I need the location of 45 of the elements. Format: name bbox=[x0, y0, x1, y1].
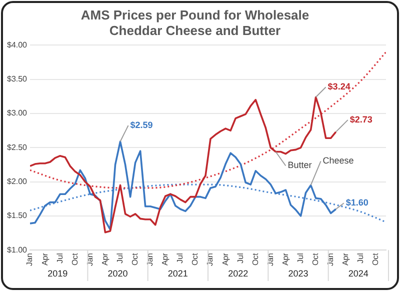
x-tick-label: Apr bbox=[220, 252, 230, 266]
text: 2022 bbox=[228, 268, 248, 278]
y-tick-label: $1.00 bbox=[6, 245, 28, 254]
x-tick-label: Jan bbox=[266, 253, 275, 266]
text: 2024 bbox=[348, 268, 368, 278]
y-tick-label: $4.00 bbox=[6, 40, 28, 50]
x-tick-label: Oct bbox=[130, 252, 140, 266]
x-tick-label: Apr bbox=[341, 252, 350, 266]
annotation: Butter bbox=[288, 160, 312, 170]
x-tick-label: Jan bbox=[326, 253, 336, 266]
annotation: $3.24 bbox=[328, 82, 350, 92]
x-tick-label: Jul bbox=[356, 252, 366, 264]
text: 2020 bbox=[108, 268, 128, 278]
x-tick-label: Apr bbox=[160, 252, 170, 266]
x-tick-label: Oct bbox=[70, 252, 80, 266]
x-tick-label: Apr bbox=[40, 252, 50, 266]
x-tick-label: Jul bbox=[176, 252, 185, 264]
y-tick-label: $3.00 bbox=[6, 108, 28, 118]
x-tick-label: Jul bbox=[115, 252, 124, 264]
y-tick-label: $3.50 bbox=[6, 74, 28, 84]
text: 2019 bbox=[48, 268, 68, 278]
text: 2023 bbox=[288, 268, 308, 278]
x-tick-label: Jan bbox=[85, 253, 94, 266]
x-tick-label: Jul bbox=[236, 252, 245, 264]
x-tick-label: Oct bbox=[250, 252, 260, 266]
annotation: $1.60 bbox=[346, 198, 368, 208]
x-tick-label: Jul bbox=[55, 252, 64, 264]
y-tick-label: $2.00 bbox=[6, 177, 28, 186]
annotation: Cheese bbox=[322, 156, 354, 166]
chart-title: AMS Prices per Pound for Wholesale Cheddar Cheese and Butter bbox=[80, 7, 310, 38]
x-tick-label: Oct bbox=[190, 252, 200, 266]
annotation: $2.59 bbox=[130, 120, 153, 130]
x-tick-label: Apr bbox=[100, 252, 110, 266]
x-tick-label: Jan bbox=[25, 253, 34, 266]
x-tick-label: Jul bbox=[296, 252, 305, 264]
x-tick-label: Oct bbox=[311, 252, 320, 266]
x-tick-label: Apr bbox=[280, 252, 290, 266]
y-tick-label: $1.50 bbox=[6, 211, 28, 220]
y-tick-label: $2.50 bbox=[6, 142, 28, 152]
x-tick-label: Jan bbox=[146, 253, 155, 266]
line-series bbox=[30, 184, 386, 223]
line-series bbox=[30, 51, 386, 189]
text: 2021 bbox=[168, 268, 188, 278]
x-tick-label: Oct bbox=[371, 252, 380, 266]
annotation: $2.73 bbox=[350, 114, 372, 124]
